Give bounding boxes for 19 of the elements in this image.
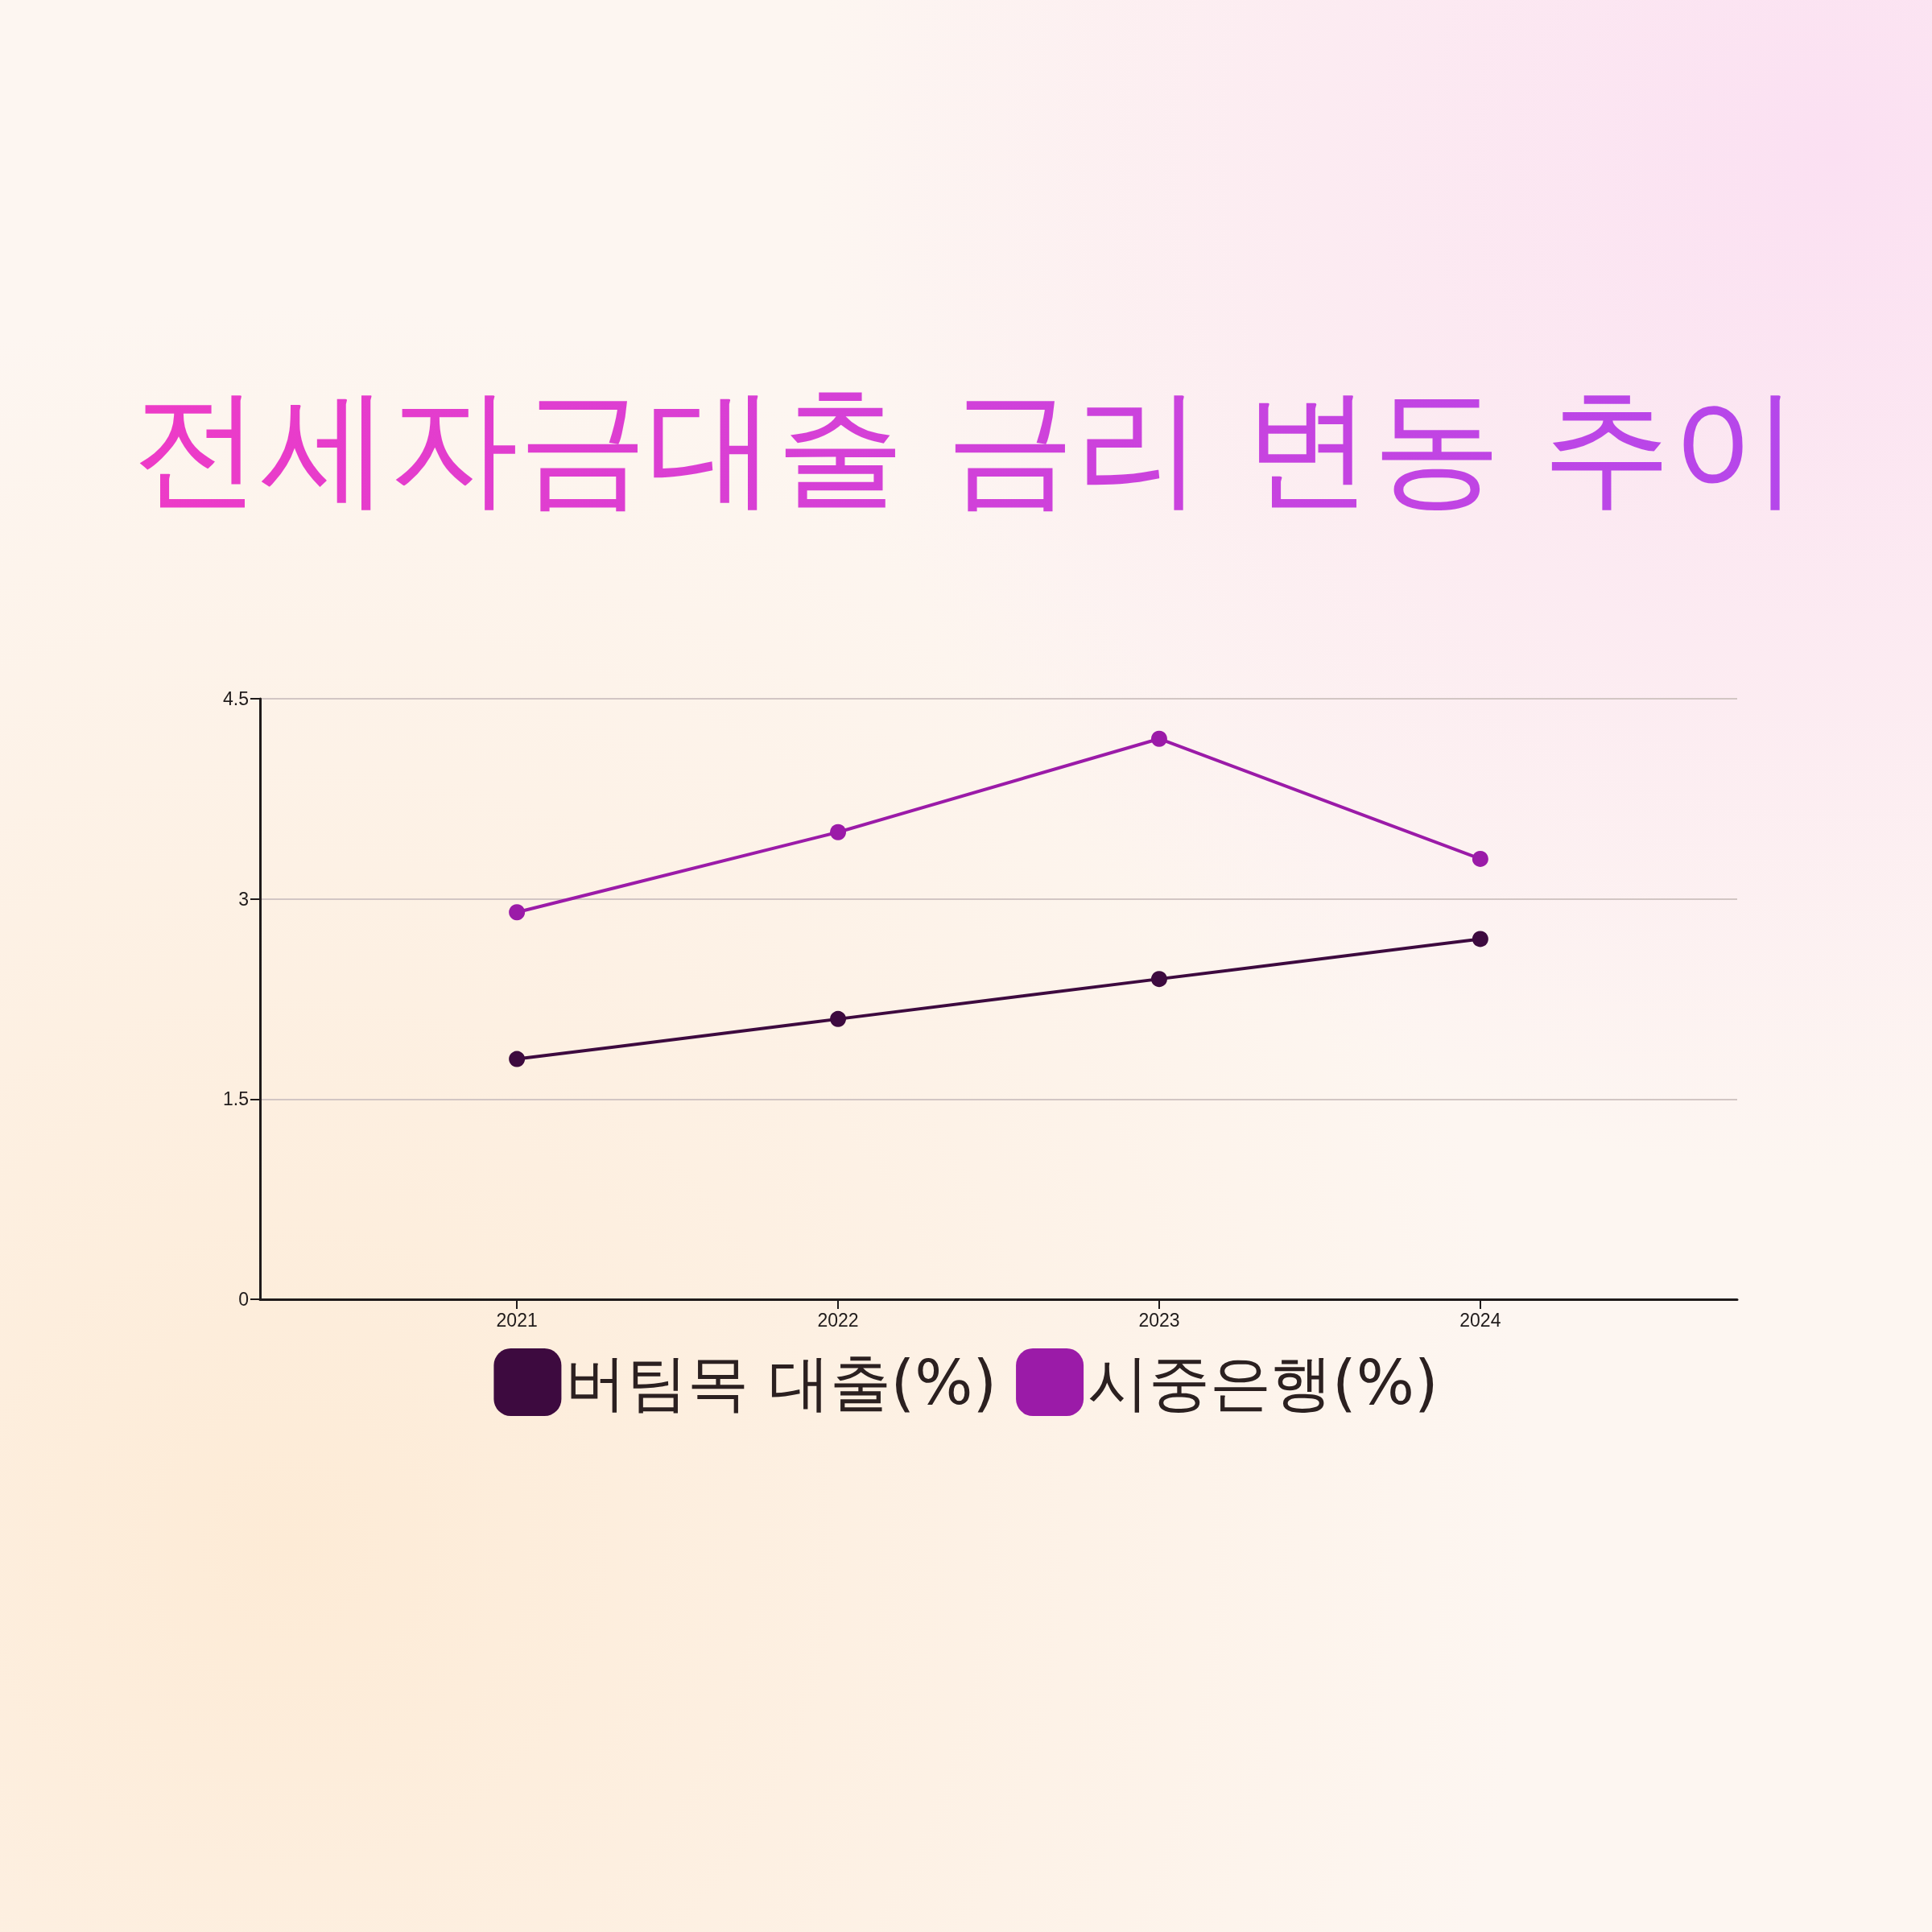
y-tick-label: 1.5	[223, 1088, 249, 1110]
x-tick-label: 2024	[1459, 1309, 1501, 1331]
point	[1472, 850, 1488, 867]
chart-title: 전세자금대출 금리 변동 추이	[0, 362, 1932, 536]
point	[509, 904, 526, 921]
legend-label: 시중은행(%)	[1088, 1346, 1439, 1418]
x-tick-label: 2022	[817, 1309, 859, 1331]
point	[1472, 931, 1488, 947]
point	[509, 1051, 526, 1067]
point	[830, 824, 847, 840]
y-tick-label: 0	[238, 1289, 249, 1310]
y-tick-label: 4.5	[223, 688, 249, 709]
x-tick-label: 2023	[1138, 1309, 1180, 1331]
point	[1150, 730, 1167, 747]
y-tick-label: 3	[238, 888, 249, 910]
point	[1150, 971, 1167, 988]
x-tick-label: 2021	[496, 1309, 538, 1331]
point	[830, 1010, 847, 1027]
legend-label: 버팀목 대출(%)	[565, 1346, 997, 1418]
